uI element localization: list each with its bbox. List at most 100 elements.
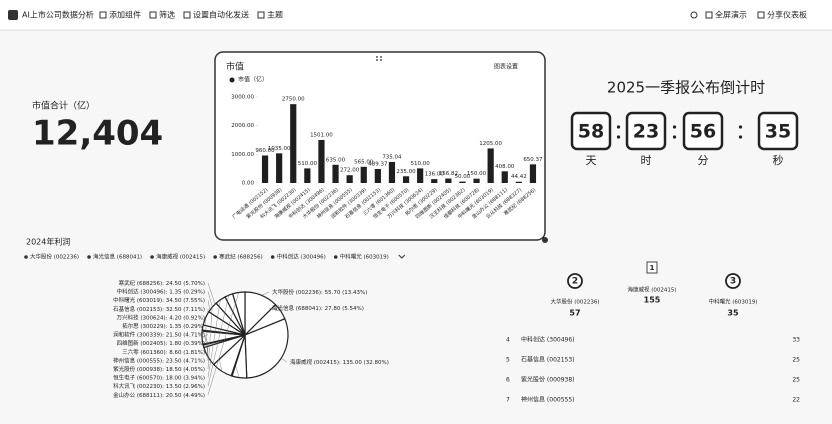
- bar-value-label: 150.00: [467, 171, 487, 177]
- legend-label[interactable]: 寒武纪 (688256): [219, 253, 263, 261]
- slice-value: : 4.20 (0.92%): [166, 315, 205, 321]
- slice-name: 紫光股份 (000938): [113, 365, 162, 373]
- slice-label: 大华股份 (002236): 55.70 (13.43%): [272, 288, 367, 296]
- leader-line: [205, 318, 209, 361]
- bar: [417, 168, 424, 183]
- action-icon: [149, 11, 157, 19]
- slice-name: 大华股份 (002236): [272, 288, 321, 296]
- bar-value-label: 1205.00: [479, 141, 502, 147]
- legend-label[interactable]: 大华股份 (002236): [30, 253, 79, 261]
- toolbar-action[interactable]: 分享仪表板: [767, 10, 807, 20]
- slice-name: 三六零 (601360): [122, 347, 166, 355]
- slice-label: 紫光股份 (000938): 18.50 (4.05%): [113, 365, 205, 373]
- logo: [8, 10, 18, 20]
- countdown-unit: 分: [698, 154, 709, 167]
- slice-label: 三六零 (601360): 8.60 (1.81%): [122, 347, 205, 355]
- slice-label: 中科曙光 (603019): 34.50 (7.55%): [113, 296, 205, 304]
- toolbar: [0, 0, 832, 30]
- chart-button[interactable]: 图表设置: [494, 63, 518, 71]
- legend-label[interactable]: 海光信息 (688041): [93, 253, 142, 261]
- slice-name: 石基信息 (002153): [113, 304, 162, 312]
- legend-swatch: [24, 255, 28, 259]
- countdown-title: 2025一季报公布倒计时: [607, 79, 765, 97]
- legend-label[interactable]: 中科曙光 (603019): [340, 253, 389, 261]
- slice-label: 石基信息 (002153): 32.50 (7.11%): [113, 304, 205, 312]
- slice-label: 润和软件 (300339): 21.50 (4.71%): [113, 330, 205, 338]
- toolbar-action[interactable]: 筛选: [159, 10, 175, 20]
- rank-name: 中科创达 (300496): [521, 336, 575, 344]
- drag-handle[interactable]: [376, 56, 382, 61]
- toolbar-action[interactable]: 主题: [267, 10, 283, 20]
- bar-value-label: 156.82: [439, 171, 458, 177]
- colon-dot: [738, 135, 743, 139]
- rank-value: 22: [792, 397, 800, 404]
- kpi-value: 12,404: [32, 114, 163, 154]
- legend-swatch: [270, 255, 275, 259]
- leader-line: [201, 334, 209, 338]
- slice-name: 海康威视 (002415): [290, 358, 339, 366]
- bar: [515, 181, 522, 183]
- rank-name: 大华股份 (002236): [550, 298, 599, 306]
- slice-label: 海光信息 (688041): 27.80 (5.54%): [272, 304, 364, 312]
- bar: [304, 168, 311, 183]
- slice-value: : 27.80 (5.54%): [321, 306, 364, 312]
- leader-line: [281, 358, 288, 363]
- dashboard-title[interactable]: AI上市公司数据分析: [22, 10, 94, 20]
- toolbar-action[interactable]: 全屏演示: [715, 10, 747, 20]
- slice-value: : 8.60 (1.81%): [166, 349, 205, 355]
- bar: [374, 168, 381, 183]
- action-icon: [183, 11, 191, 19]
- slice-label: 恒生电子 (600570): 18.00 (3.94%): [113, 373, 205, 381]
- rank-number: 3: [730, 277, 736, 287]
- legend-label[interactable]: 海康威视 (002415): [156, 253, 205, 261]
- legend-label[interactable]: 中科创达 (300496): [277, 253, 326, 261]
- slice-value: : 1.80 (0.39%): [166, 341, 205, 347]
- leader-line: [207, 307, 213, 370]
- bar-value-label: 50.00: [455, 174, 471, 180]
- bar-value-label: 408.00: [495, 164, 515, 170]
- rank-number: 6: [506, 377, 510, 384]
- countdown-box: [625, 111, 667, 151]
- colon-dot: [738, 125, 743, 129]
- slice-label: 四维图新 (002405): 1.80 (0.39%): [117, 339, 205, 347]
- resize-handle[interactable]: [542, 237, 548, 243]
- settings-icon[interactable]: [690, 11, 698, 19]
- slice-value: : 18.00 (3.94%): [162, 375, 205, 381]
- toolbar-action[interactable]: 添加组件: [109, 10, 141, 20]
- rank-value: 25: [792, 377, 800, 384]
- slice-value: : 20.50 (4.49%): [162, 392, 205, 398]
- slice-name: 中科曙光 (603019): [113, 296, 162, 304]
- legend-pager[interactable]: [398, 254, 406, 259]
- bar: [388, 161, 396, 183]
- slice-name: 神州信息 (000555): [113, 356, 162, 364]
- countdown-box: [570, 111, 612, 151]
- legend-label: 市值（亿）: [238, 76, 268, 84]
- legend-swatch: [333, 255, 338, 259]
- countdown-box: [682, 111, 724, 151]
- slice-value: : 55.70 (13.43%): [321, 290, 367, 296]
- legend-swatch: [150, 255, 154, 259]
- rank-name: 紫光股份 (000938): [521, 376, 575, 384]
- slice-value: : 23.50 (4.71%): [162, 358, 205, 364]
- chart-title: 市值: [226, 61, 244, 73]
- bar: [473, 178, 480, 183]
- action-icon: [757, 11, 765, 19]
- slice-name: 中科创达 (300496): [117, 287, 166, 295]
- bar: [332, 164, 339, 183]
- slice-value: : 34.50 (7.55%): [162, 298, 205, 304]
- bar-value-label: 960.00: [255, 148, 275, 154]
- slice-label: 神州信息 (000555): 23.50 (4.71%): [113, 356, 205, 364]
- colon-dot: [672, 135, 677, 139]
- bar: [261, 155, 269, 183]
- slice-name: 恒生电子 (600570): [113, 373, 162, 381]
- slice-label: 中科创达 (300496): 1.35 (0.29%): [117, 287, 205, 295]
- toolbar-action[interactable]: 设置自动化发送: [193, 10, 249, 20]
- bar: [459, 181, 466, 183]
- colon-dot: [672, 125, 677, 129]
- bar-value-label: 735.04: [382, 154, 402, 160]
- leader-line: [207, 292, 239, 395]
- bar-card[interactable]: [214, 51, 546, 241]
- bar: [402, 176, 410, 183]
- slice-label: 海康威视 (002415): 135.00 (32.80%): [290, 358, 389, 366]
